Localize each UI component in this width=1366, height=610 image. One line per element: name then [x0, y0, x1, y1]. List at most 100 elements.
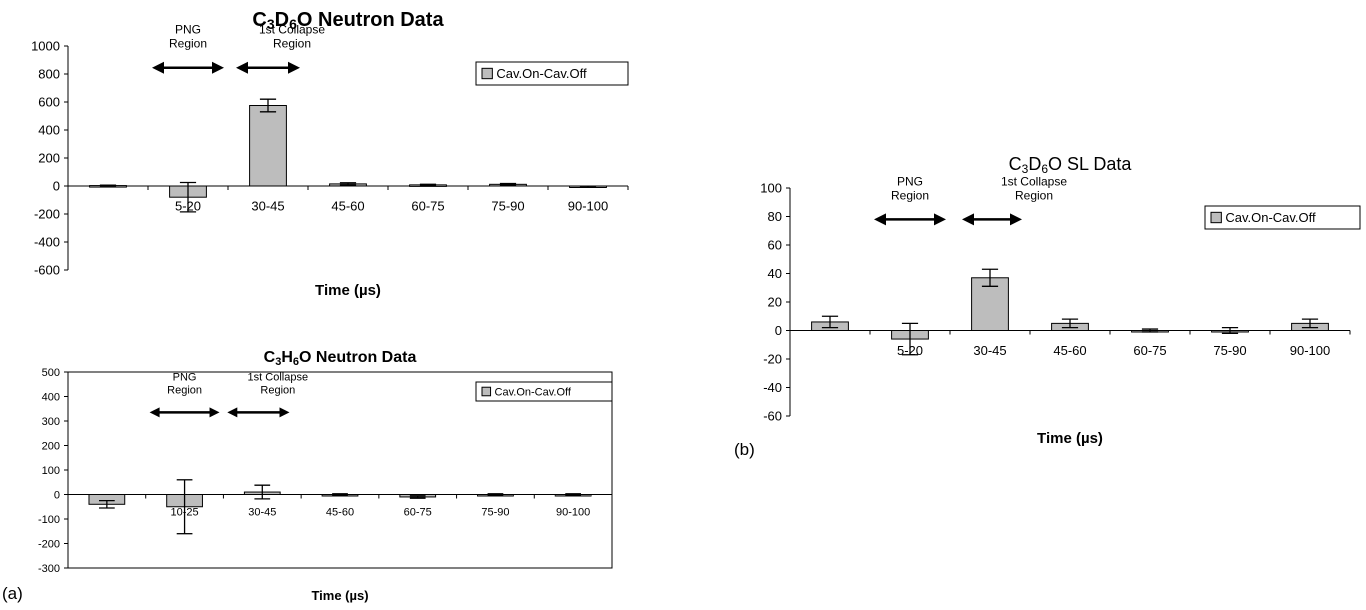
x-tick-label: 60-75: [404, 506, 432, 518]
arrow-head-right: [934, 213, 946, 226]
chart-1: C3D6O Neutron Data -600 -400 -200 0 200 400 600…: [31, 9, 629, 299]
arrow-head-left: [962, 213, 974, 226]
y-tick-label: -200: [34, 207, 60, 222]
title-subscript: 6: [1041, 162, 1048, 176]
title-text: C: [1009, 154, 1022, 174]
legend-label: Cav.On-Cav.Off: [1225, 210, 1316, 225]
annotation-text: PNG: [173, 371, 197, 383]
chart-title: C3D6O Neutron Data: [252, 9, 444, 32]
legend-box: [475, 381, 613, 402]
legend-swatch: [1210, 211, 1222, 224]
x-tick-label: 60-75: [1133, 343, 1166, 358]
chart-title: C3D6O SL Data: [1009, 154, 1133, 176]
x-axis-label: Time (µs): [1037, 430, 1103, 447]
y-tick-label: -20: [763, 352, 782, 367]
y-tick-label: 100: [760, 181, 782, 196]
x-tick-label: 90-100: [1290, 343, 1330, 358]
legend-box: [475, 61, 629, 86]
annotation-text: Region: [260, 384, 295, 396]
y-tick-label: 0: [775, 323, 782, 338]
x-tick-label: 30-45: [251, 198, 284, 213]
title-text: D: [275, 9, 289, 31]
y-tick-label: 400: [42, 391, 60, 403]
y-tick-label: -300: [38, 563, 60, 575]
arrow-head-left: [152, 61, 164, 74]
arrow-head-right: [1010, 213, 1022, 226]
arrow-head-right: [209, 407, 220, 418]
x-tick-label: 5-20: [175, 198, 201, 213]
x-tick-label: 90-100: [568, 198, 608, 213]
x-tick-label: 30-45: [973, 343, 1006, 358]
title-text: H: [281, 349, 293, 366]
y-tick-label: 400: [38, 123, 60, 138]
y-tick-label: 100: [42, 465, 60, 477]
title-text: O SL Data: [1048, 154, 1132, 174]
y-tick-label: -600: [34, 263, 60, 278]
y-tick-label: 200: [38, 151, 60, 166]
x-tick-label: 45-60: [326, 506, 354, 518]
title-subscript: 6: [293, 356, 299, 368]
y-tick-label: 600: [38, 95, 60, 110]
y-tick-label: 500: [42, 367, 60, 379]
x-tick-label: 10-25: [171, 506, 199, 518]
legend-box: [1204, 205, 1361, 230]
arrow-head-right: [279, 407, 290, 418]
title-text: C: [252, 9, 266, 31]
arrow-head-left: [236, 61, 248, 74]
y-tick-label: -100: [38, 514, 60, 526]
annotation-text: PNG: [175, 23, 201, 37]
y-tick-label: 80: [768, 209, 782, 224]
y-tick-label: 40: [768, 266, 782, 281]
y-tick-label: -200: [38, 538, 60, 550]
chart-2: C3H6O Neutron Data -300 -200 -100 0 100 200 300…: [38, 349, 613, 603]
y-tick-label: 0: [54, 489, 60, 501]
y-tick-label: 200: [42, 440, 60, 452]
arrow-head-left: [227, 407, 238, 418]
title-subscript: 3: [275, 356, 281, 368]
x-axis-label: Time (µs): [311, 588, 368, 603]
y-tick-label: 20: [768, 295, 782, 310]
legend-label: Cav.On-Cav.Off: [495, 386, 572, 398]
x-axis-label: Time (µs): [315, 282, 381, 299]
y-tick-label: 1000: [31, 39, 60, 54]
title-subscript: 3: [1022, 162, 1029, 176]
annotation-text: 1st Collapse: [259, 23, 325, 37]
x-tick-label: 60-75: [411, 198, 444, 213]
x-tick-label: 75-90: [491, 198, 524, 213]
arrow-head-right: [288, 61, 300, 74]
legend-swatch: [481, 386, 492, 397]
y-tick-label: -60: [763, 409, 782, 424]
annotation-text: Region: [169, 37, 207, 51]
title-text: C: [264, 349, 276, 366]
annotation-text: Region: [1015, 188, 1053, 202]
annotation-text: 1st Collapse: [248, 371, 309, 383]
annotation-text: Region: [891, 188, 929, 202]
panel-label-b: (b): [734, 440, 755, 459]
y-tick-label: 300: [42, 416, 60, 428]
arrow-head-left: [874, 213, 886, 226]
x-tick-label: 5-20: [897, 343, 923, 358]
y-tick-label: 0: [53, 179, 60, 194]
title-subscript: 6: [289, 16, 297, 32]
y-tick-label: -400: [34, 235, 60, 250]
legend-label: Cav.On-Cav.Off: [496, 66, 587, 81]
x-tick-label: 45-60: [331, 198, 364, 213]
x-tick-label: 75-90: [481, 506, 509, 518]
legend-swatch: [481, 67, 493, 80]
annotation-text: Region: [273, 37, 311, 51]
arrow-head-right: [212, 61, 224, 74]
annotation-text: PNG: [897, 174, 923, 188]
y-tick-label: 60: [768, 238, 782, 253]
annotation-text: 1st Collapse: [1001, 174, 1067, 188]
x-tick-label: 30-45: [248, 506, 276, 518]
x-tick-label: 90-100: [556, 506, 590, 518]
annotation-text: Region: [167, 384, 202, 396]
x-tick-label: 75-90: [1213, 343, 1246, 358]
y-tick-label: 800: [38, 67, 60, 82]
chart-3: C3D6O SL Data -60 -40 -20 0 20 40 60 80 100 5-20 30…: [760, 154, 1361, 447]
panel-label-a: (a): [2, 584, 23, 603]
title-text: O Neutron Data: [299, 349, 416, 366]
title-text: O Neutron Data: [297, 9, 445, 31]
title-subscript: 3: [267, 16, 275, 32]
